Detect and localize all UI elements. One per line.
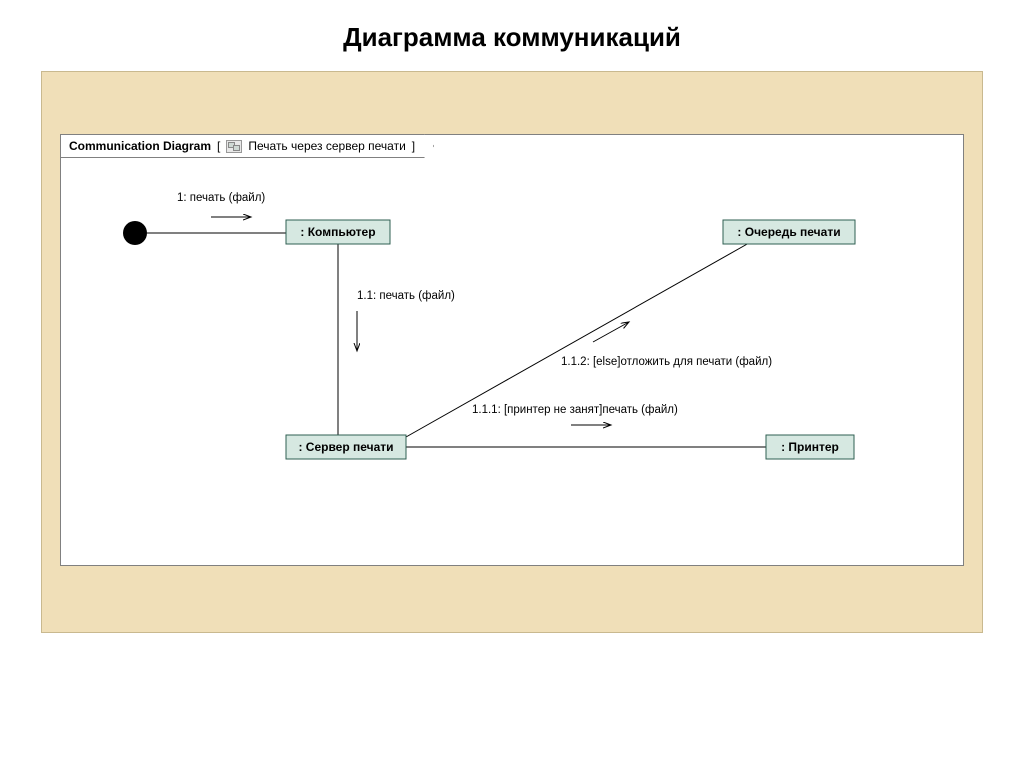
node-printer-label: : Принтер bbox=[781, 440, 839, 454]
message-1-1-2: 1.1.2: [else]отложить для печати (файл) bbox=[561, 322, 772, 368]
message-1-1: 1.1: печать (файл) bbox=[357, 290, 455, 351]
diagram-frame: Communication Diagram [ Печать через сер… bbox=[60, 134, 964, 566]
message-1-label: 1: печать (файл) bbox=[177, 192, 265, 204]
node-server-label: : Сервер печати bbox=[298, 440, 393, 454]
node-server: : Сервер печати bbox=[286, 435, 406, 459]
node-printer: : Принтер bbox=[766, 435, 854, 459]
diagram-canvas: Communication Diagram [ Печать через сер… bbox=[41, 71, 983, 633]
node-queue: : Очередь печати bbox=[723, 220, 855, 244]
message-1-1-1: 1.1.1: [принтер не занят]печать (файл) bbox=[472, 404, 678, 425]
diagram-svg: : Компьютер : Очередь печати : Сервер пе… bbox=[61, 135, 963, 565]
message-1-1-2-label: 1.1.2: [else]отложить для печати (файл) bbox=[561, 356, 772, 368]
node-computer-label: : Компьютер bbox=[300, 225, 375, 239]
page-title: Диаграмма коммуникаций bbox=[0, 0, 1024, 71]
node-computer: : Компьютер bbox=[286, 220, 390, 244]
node-queue-label: : Очередь печати bbox=[737, 225, 840, 239]
message-1-1-1-label: 1.1.1: [принтер не занят]печать (файл) bbox=[472, 404, 678, 416]
message-1-1-label: 1.1: печать (файл) bbox=[357, 290, 455, 302]
message-1: 1: печать (файл) bbox=[177, 192, 265, 217]
message-1-1-2-arrow bbox=[593, 322, 629, 342]
initial-node bbox=[123, 221, 147, 245]
